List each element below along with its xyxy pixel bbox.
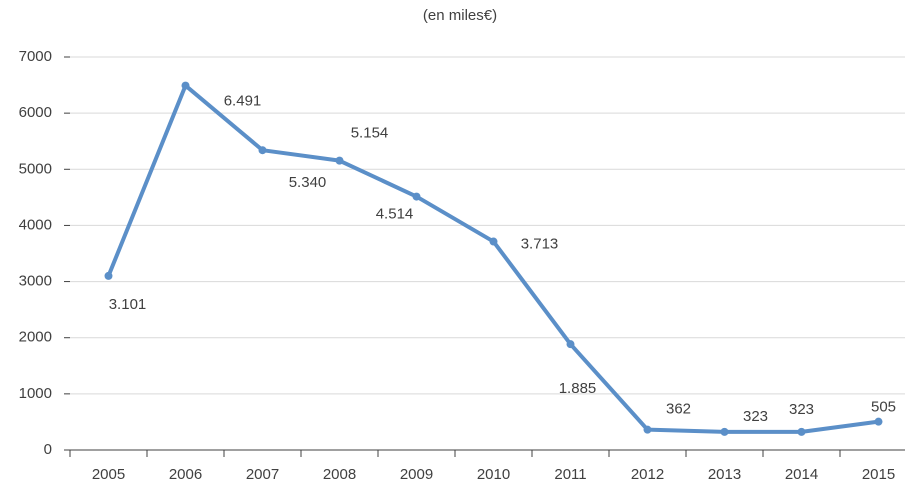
point xyxy=(489,237,498,246)
x-tick-label: 2008 xyxy=(323,466,356,483)
x-tick-label: 2011 xyxy=(554,466,586,483)
point xyxy=(720,427,729,436)
data-label: 1.885 xyxy=(559,380,597,397)
data-label: 3.713 xyxy=(521,236,559,253)
data-label: 5.340 xyxy=(289,174,327,191)
point xyxy=(412,192,421,201)
data-label: 6.491 xyxy=(224,93,262,110)
point xyxy=(874,417,883,426)
data-label: 323 xyxy=(743,408,768,425)
x-tick-label: 2010 xyxy=(477,466,510,483)
x-tick-label: 2005 xyxy=(92,466,125,483)
point xyxy=(181,81,190,90)
data-label: 323 xyxy=(789,401,814,418)
y-tick-label: 4000 xyxy=(19,216,52,233)
y-tick-label: 5000 xyxy=(19,160,52,177)
y-tick-label: 3000 xyxy=(19,273,52,290)
x-tick-label: 2007 xyxy=(246,466,279,483)
x-tick-label: 2006 xyxy=(169,466,202,483)
point xyxy=(104,271,113,280)
point xyxy=(797,427,806,436)
x-tick-label: 2009 xyxy=(400,466,433,483)
data-label: 505 xyxy=(871,399,896,416)
point xyxy=(566,340,575,349)
y-tick-label: 6000 xyxy=(19,104,52,121)
data-label: 362 xyxy=(666,401,691,418)
data-label: 3.101 xyxy=(109,296,147,313)
point xyxy=(335,156,344,165)
x-tick-label: 2014 xyxy=(785,466,818,483)
x-tick-label: 2012 xyxy=(631,466,664,483)
x-tick-label: 2013 xyxy=(708,466,741,483)
y-tick-label: 0 xyxy=(44,441,52,458)
y-tick-label: 1000 xyxy=(19,385,52,402)
data-label: 5.154 xyxy=(351,125,389,142)
point xyxy=(643,425,652,434)
y-tick-label: 2000 xyxy=(19,329,52,346)
chart-title: (en miles€) xyxy=(423,7,497,24)
x-tick-label: 2015 xyxy=(862,466,895,483)
data-label: 4.514 xyxy=(376,206,414,223)
point xyxy=(258,146,267,155)
y-tick-label: 7000 xyxy=(19,48,52,65)
line xyxy=(106,83,879,434)
